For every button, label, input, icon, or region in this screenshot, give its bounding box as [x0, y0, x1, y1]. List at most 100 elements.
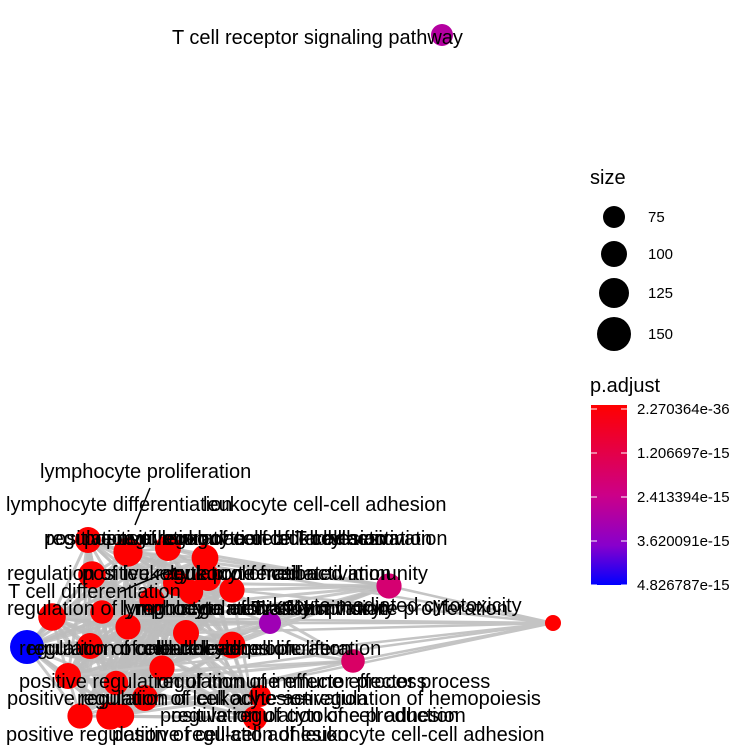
network-node [115, 614, 141, 640]
network-node [67, 703, 93, 729]
network-node-label: lymphocyte mediated immunity [120, 598, 395, 620]
network-edge [25, 550, 130, 649]
network-node-label: leukocyte cell-cell adhesion [203, 494, 446, 516]
network-node-label: positive regulation of cell adhesion [160, 705, 466, 727]
network-node-label: regulation of immune effector process [156, 671, 490, 693]
network-node-label: regulation of cytokine production [171, 705, 459, 727]
label-leader-line [275, 695, 311, 701]
network-edge [51, 615, 261, 698]
network-node-label: positive regulation of cell-cell adhesio… [44, 528, 386, 550]
network-node [341, 649, 365, 673]
network-node [431, 24, 453, 46]
network-node-label: regulation of leukocyte cell-cell adhesi… [46, 528, 405, 550]
network-node [219, 577, 245, 603]
padj-tick-label-1: 1.206697e-15 [637, 445, 730, 462]
network-edge [50, 539, 90, 618]
network-node [38, 603, 66, 631]
network-node [376, 573, 402, 599]
network-node [545, 615, 561, 631]
network-node [259, 612, 281, 634]
network-node-label: positive regulation of leukocyte cell-ce… [112, 724, 544, 746]
network-edge [184, 632, 257, 719]
network-node-label: regulation of lymphocyte activation [7, 598, 314, 620]
network-node-label: regulation of hemopoiesis [313, 688, 541, 710]
network-node-label: leukocyte mediated immunity [170, 563, 428, 585]
network-node [242, 705, 268, 731]
network-edge [109, 694, 261, 718]
network-node-label: regulation of T cell activation [136, 598, 389, 620]
network-node-label: regulation of cell-cell adhesion [27, 638, 296, 660]
network-node-label: regulation of lymphocyte proliferation [181, 598, 508, 620]
network-node-label: positive regulation of cell-cell adhesio… [6, 724, 348, 746]
network-node [90, 600, 114, 624]
network-node [75, 527, 101, 553]
network-edge [115, 621, 554, 685]
network-node-label: mononuclear cell proliferation [120, 638, 381, 660]
network-edge [121, 714, 256, 720]
network-edge [67, 674, 256, 720]
size-legend-swatch-75 [603, 206, 625, 228]
label-leader-line [119, 567, 177, 593]
padj-tick-label-2: 2.413394e-15 [637, 489, 730, 506]
network-node-label: positive regulation of immune effector p… [19, 671, 427, 693]
network-nodes [10, 24, 561, 731]
padj-tick-label-4: 4.826787e-15 [637, 577, 730, 594]
network-edge [388, 584, 554, 625]
network-node-label: positive regulation of T cell activation [106, 528, 432, 550]
network-node-label: positive regulation of cell activation [82, 563, 391, 585]
network-node-label: leukocyte mediated cytotoxicity [246, 595, 522, 617]
network-node-label: regulation of cell adhesion [19, 638, 251, 660]
network-edge [67, 621, 554, 678]
network-edge [51, 556, 206, 619]
network-node [155, 535, 181, 561]
network-node-label: positive regulation of cell adhesion [7, 688, 313, 710]
network-node-label: regulation of leukocyte activation [77, 688, 367, 710]
network-edge [26, 631, 187, 649]
network-node-label: regulation of leukocyte proliferation [7, 563, 317, 585]
network-node [55, 663, 81, 689]
network-node [109, 703, 135, 729]
padj-tick-label-3: 3.620091e-15 [637, 533, 730, 550]
size-legend-label-100: 100 [648, 246, 673, 263]
network-node-label: lymphocyte proliferation [40, 461, 251, 483]
size-legend-swatch-100 [601, 241, 627, 267]
network-node [149, 655, 175, 681]
size-legend-swatch-125 [599, 278, 629, 308]
size-legend-label-125: 125 [648, 285, 673, 302]
network-node [132, 685, 158, 711]
network-node [218, 631, 246, 659]
network-node [191, 544, 219, 572]
network-edge [204, 556, 390, 588]
network-edge [109, 621, 554, 718]
network-edge [51, 546, 169, 619]
network-edge [51, 615, 354, 663]
network-node-label: T cell differentiation [8, 581, 181, 603]
network-node [78, 561, 106, 589]
size-legend-swatch-150 [597, 317, 631, 351]
size-legend-label-150: 150 [648, 326, 673, 343]
network-labels: T cell receptor signaling pathway lymphoc… [6, 27, 544, 746]
network-node [77, 633, 103, 659]
network-node-label: lymphocyte differentiation [6, 494, 232, 516]
network-edge [151, 598, 261, 698]
network-node [163, 570, 189, 596]
padj-colorbar [591, 405, 627, 585]
network-node [103, 670, 129, 696]
network-edge [185, 621, 554, 635]
network-edge [231, 588, 554, 625]
network-edge [101, 556, 206, 614]
network-node-label: T cell receptor signaling pathway [172, 27, 463, 49]
size-legend-label-75: 75 [648, 209, 665, 226]
network-node [195, 565, 221, 591]
padj-legend-title: p.adjust [590, 375, 660, 397]
padj-tick-label-0: 2.270364e-36 [637, 401, 730, 418]
label-leader-lines [119, 487, 311, 701]
size-legend-title: size [590, 167, 626, 189]
network-edge [26, 645, 261, 698]
network-node [173, 620, 199, 646]
network-node [249, 685, 271, 707]
size-legend: size 75 100 125 150 [590, 167, 673, 351]
network-node-label: positive regulation of leukocyte activat… [84, 528, 448, 550]
network-node [139, 587, 165, 613]
